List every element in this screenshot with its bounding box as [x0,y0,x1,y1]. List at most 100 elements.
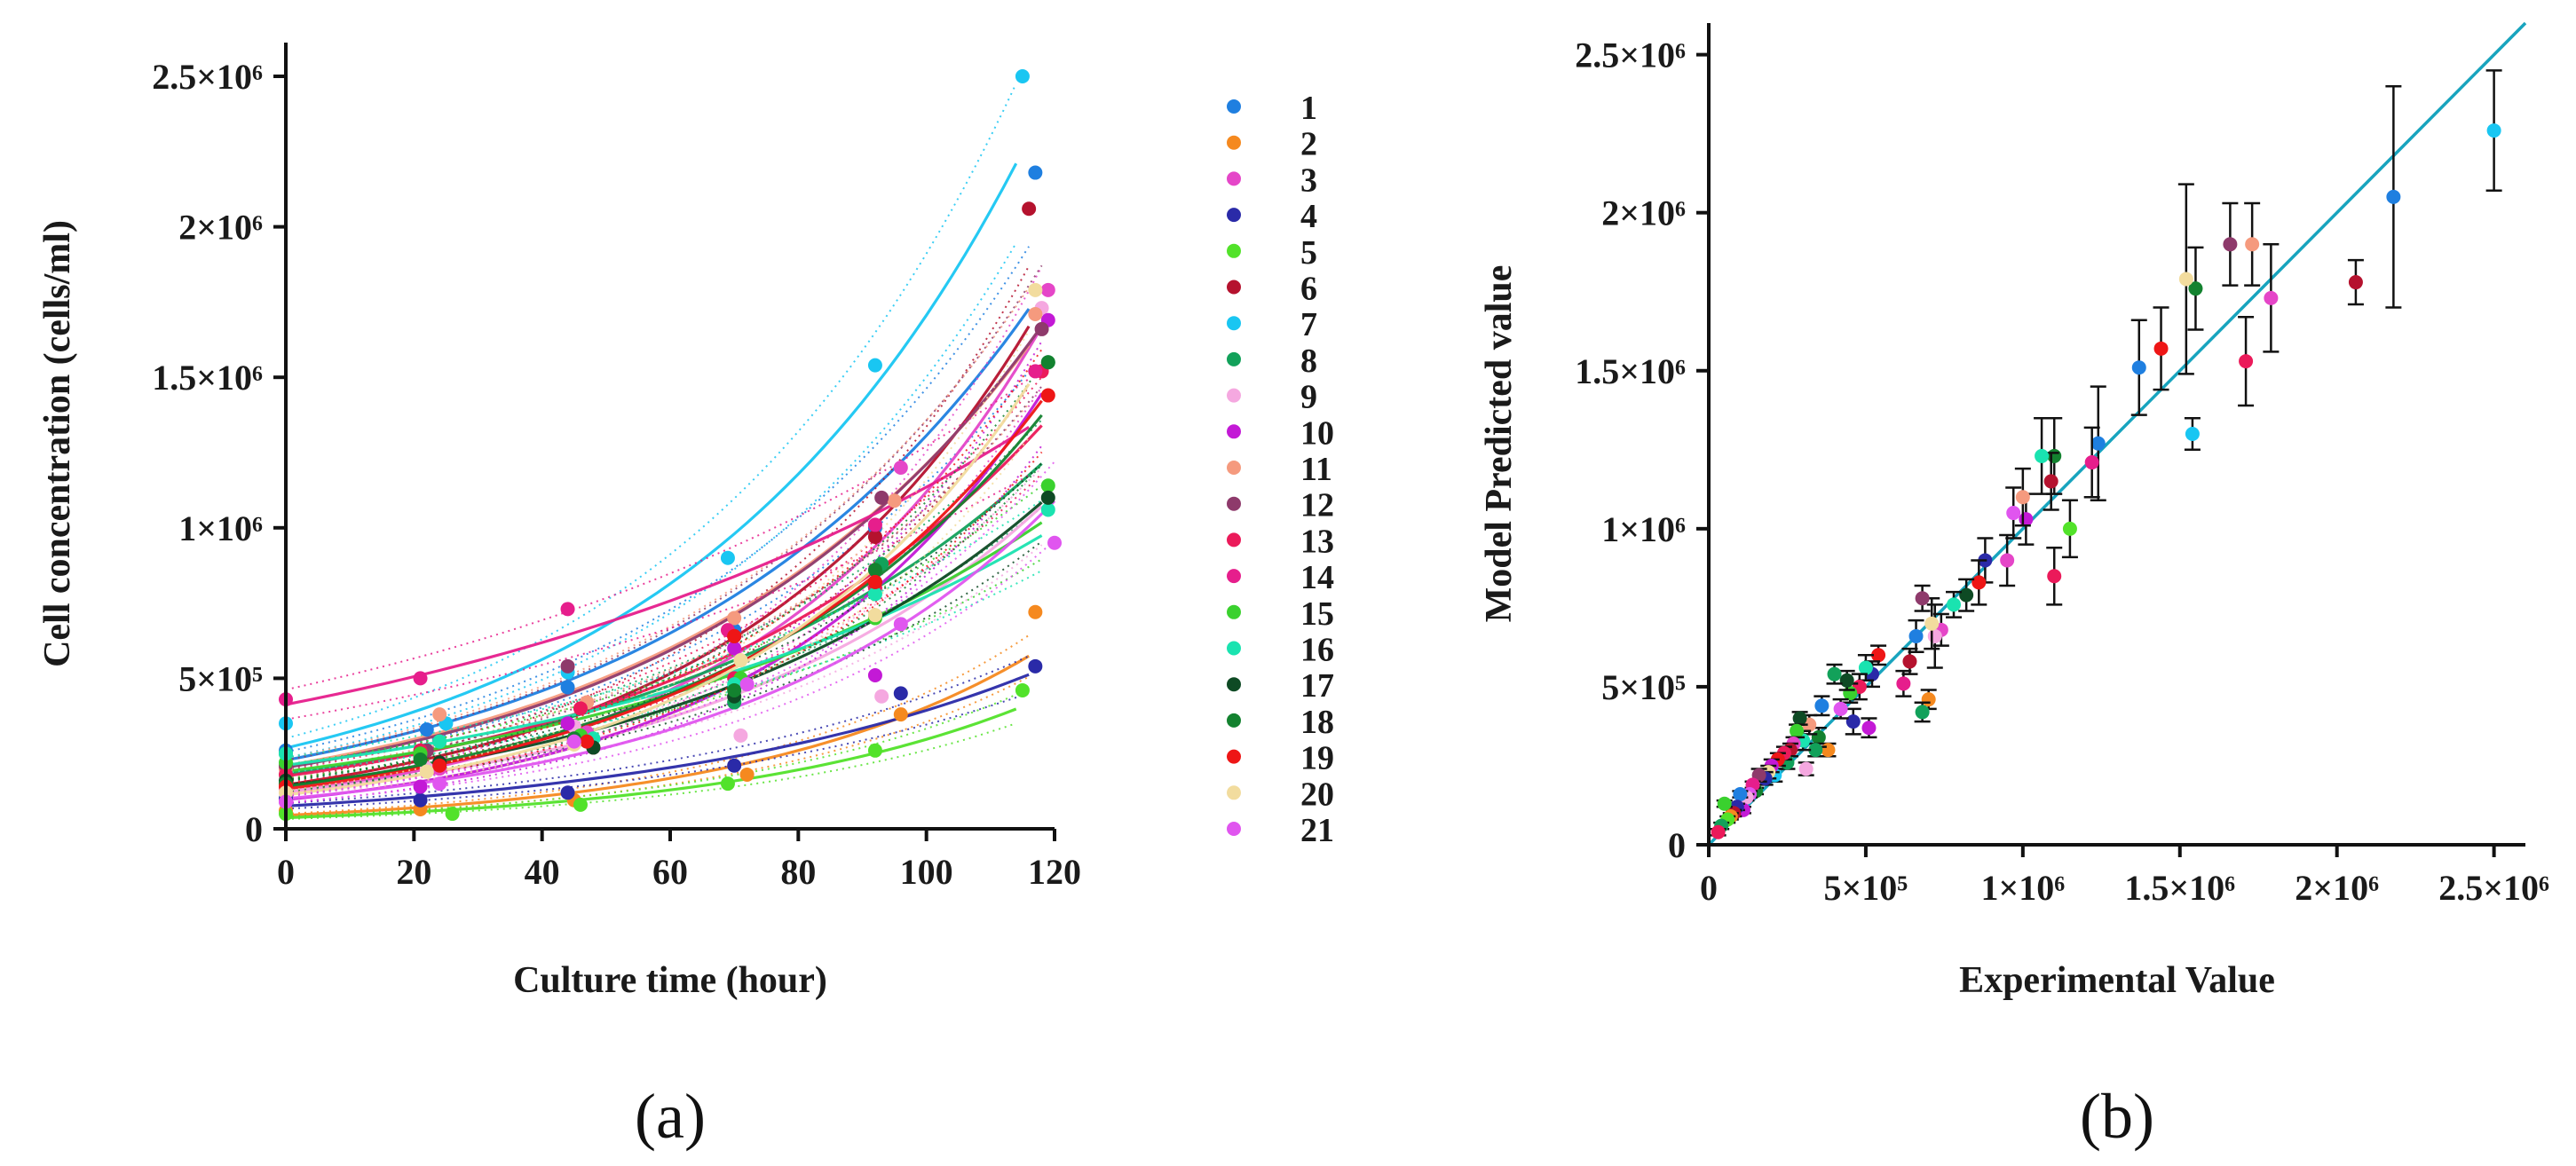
panel-a-fit-band-lower-7 [285,242,1017,759]
panel-b-y-tick-label: 5×10⁵ [1601,667,1686,707]
legend-label-5: 5 [1300,234,1317,272]
panel-a-y-tick-label: 2.5×10⁶ [152,57,263,97]
panel-b-point [1915,591,1930,606]
panel-a-fit-band-upper-2 [285,634,1030,815]
panel-b-reference-line [1707,21,2527,847]
panel-b-point [2348,275,2363,290]
panel-a-fit-band-upper-17 [285,462,1043,782]
panel-b-point [2019,512,2034,527]
panel-b-point [1711,824,1726,839]
panel-a-point-series-4 [893,686,908,701]
panel-a-point-series-7 [720,550,735,565]
panel-b-point [1790,723,1805,738]
legend-marker-9 [1227,388,1241,403]
panel-a-fit-band-lower-6 [285,386,1030,792]
panel-a-fit-band-upper-20 [285,330,1030,792]
legend-marker-7 [1227,316,1241,331]
legend-label-19: 19 [1300,740,1334,777]
panel-a-chart: 0 20 40 60 80 100 120 05×10⁵1×10⁶1.5×10⁶2×10⁶2… [37,43,1334,1152]
panel-a-fit-band-upper-4 [285,655,1030,805]
panel-b-chart: 0 5×10⁵ 1×10⁶ 1.5×10⁶ 2×10⁶ 2.5×10⁶ 0 5×10⁵ 1×1… [1479,21,2549,1152]
panel-a-point-series-20 [1028,282,1043,297]
panel-b-point [1921,692,1936,707]
panel-a-point-series-6 [867,529,882,544]
panel-a-fit-band-lower-11 [285,403,1030,775]
panel-a-fit-band-upper-16 [285,499,1043,759]
legend-label-21: 21 [1300,812,1334,849]
panel-a-y-tick-label: 1.5×10⁶ [152,358,263,398]
panel-a-x-axis-label: Culture time (hour) [513,960,827,1001]
panel-a-point-series-19 [580,734,595,749]
legend-marker-17 [1227,677,1241,692]
panel-b-point [1915,705,1930,720]
panel-a-fit-band-upper-19 [285,349,1043,785]
panel-a-fit-curve-16 [285,534,1043,767]
panel-a-point-series-2 [893,707,908,722]
panel-a-point-series-15 [1040,478,1055,493]
panel-a-point-series-14 [867,517,882,532]
panel-a-fit-band-upper-3 [285,265,1043,789]
panel-a-fit-band-lower-10 [285,445,1043,805]
panel-b-point [2188,281,2203,296]
panel-a-point-series-11 [432,707,447,722]
panel-a-point-series-4 [413,792,428,808]
legend-label-7: 7 [1300,306,1317,343]
legend-label-10: 10 [1300,414,1334,452]
panel-a-fit-band-upper-7 [285,83,1017,739]
panel-b-point [2084,455,2099,470]
legend-marker-19 [1227,749,1241,764]
panel-b-point [1717,796,1732,811]
panel-a-point-series-19 [727,628,742,643]
panel-b-x-tick-label: 1.5×10⁶ [2124,868,2235,908]
panel-a-fit-curve-19 [285,399,1043,791]
panel-a-x-tick-label: 60 [652,852,688,892]
panel-a-point-series-18 [1040,355,1055,370]
panel-b-point [2062,521,2077,536]
panel-b-point [1902,654,1917,669]
legend-marker-8 [1227,351,1241,366]
panel-b-x-tick-label: 0 [1700,868,1718,908]
panel-a-point-series-21 [566,734,581,749]
legend-label-9: 9 [1300,379,1317,416]
panel-b-y-tick-label: 2×10⁶ [1601,193,1686,233]
panel-b-point [1845,714,1861,729]
legend-marker-13 [1227,532,1241,548]
panel-b-point [1871,648,1886,663]
panel-a-fit-band-lower-12 [285,385,1043,776]
legend-marker-6 [1227,280,1241,295]
panel-a-point-series-21 [1047,535,1062,550]
panel-a-y-ticks: 0 5×10⁵ 1×10⁶ 1.5×10⁶ 2×10⁶ 2.5×10⁶ [152,57,286,849]
panel-b-point [1821,743,1836,758]
panel-b-point [2131,360,2146,375]
panel-b-y-tick-label: 1×10⁶ [1601,509,1686,549]
panel-a-point-series-18 [867,563,882,578]
panel-a-fit-band-upper-13 [285,376,1043,771]
panel-a-point-series-14 [1028,364,1043,379]
panel-a-point-series-2 [739,767,755,782]
panel-a-x-tick-label: 40 [525,852,560,892]
panel-b-point [2223,237,2238,252]
panel-a-y-tick-label: 1×10⁶ [178,508,263,548]
panel-a-x-tick-label: 120 [1028,852,1081,892]
panel-a-point-series-4 [1028,658,1043,674]
legend-label-2: 2 [1300,126,1317,163]
panel-b-point [1858,660,1873,675]
panel-a-point-series-21 [739,677,755,692]
legend-marker-3 [1227,171,1241,186]
legend-marker-11 [1227,461,1241,475]
legend-marker-2 [1227,135,1241,150]
panel-b-x-ticks: 0 5×10⁵ 1×10⁶ 1.5×10⁶ 2×10⁶ 2.5×10⁶ [1700,845,2549,908]
panel-a-point-series-21 [432,776,447,792]
legend-label-18: 18 [1300,704,1334,741]
panel-a-point-series-17 [1040,490,1055,505]
panel-b-point [1927,628,1942,643]
panel-a-point-series-11 [887,493,902,508]
panel-b-point [2000,553,2015,568]
panel-b-point [2486,123,2501,138]
panel-b-point [1972,575,1987,590]
legend-marker-1 [1227,99,1241,114]
panel-a-fit-band-lower-4 [285,692,1030,810]
panel-b-point [2178,272,2193,287]
panel-b-y-tick-label: 1.5×10⁶ [1575,351,1686,391]
